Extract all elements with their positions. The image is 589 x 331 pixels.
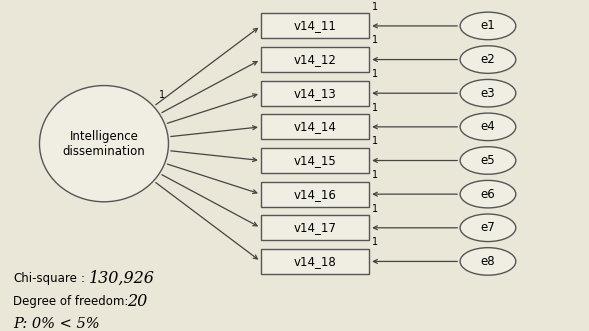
Ellipse shape xyxy=(460,180,516,208)
Ellipse shape xyxy=(460,12,516,40)
Text: Intelligence
dissemination: Intelligence dissemination xyxy=(62,130,145,158)
FancyBboxPatch shape xyxy=(261,182,369,207)
Ellipse shape xyxy=(460,248,516,275)
FancyBboxPatch shape xyxy=(261,148,369,173)
Text: 20: 20 xyxy=(127,293,148,310)
Text: v14_13: v14_13 xyxy=(294,87,336,100)
Text: 1: 1 xyxy=(372,69,378,79)
FancyBboxPatch shape xyxy=(261,81,369,106)
Text: e6: e6 xyxy=(481,188,495,201)
Text: Chi-square: Chi-square xyxy=(13,272,77,285)
FancyBboxPatch shape xyxy=(261,13,369,38)
Text: e7: e7 xyxy=(481,221,495,234)
Text: e3: e3 xyxy=(481,87,495,100)
Text: e5: e5 xyxy=(481,154,495,167)
Text: v14_14: v14_14 xyxy=(293,120,336,133)
Text: v14_16: v14_16 xyxy=(293,188,336,201)
FancyBboxPatch shape xyxy=(261,47,369,72)
Text: 130,926: 130,926 xyxy=(90,270,155,287)
Text: 1: 1 xyxy=(372,103,378,113)
Ellipse shape xyxy=(460,113,516,141)
FancyBboxPatch shape xyxy=(261,249,369,274)
Text: e8: e8 xyxy=(481,255,495,268)
Ellipse shape xyxy=(460,214,516,242)
Text: 1: 1 xyxy=(372,2,378,12)
FancyBboxPatch shape xyxy=(261,114,369,139)
Ellipse shape xyxy=(39,85,168,202)
Text: v14_18: v14_18 xyxy=(294,255,336,268)
Text: v14_12: v14_12 xyxy=(293,53,336,66)
Text: e2: e2 xyxy=(481,53,495,66)
Ellipse shape xyxy=(460,46,516,73)
Text: e1: e1 xyxy=(481,20,495,32)
Text: Degree of freedom:: Degree of freedom: xyxy=(13,295,128,308)
Text: 1: 1 xyxy=(160,90,166,100)
Ellipse shape xyxy=(460,147,516,174)
Text: 1: 1 xyxy=(372,170,378,180)
Ellipse shape xyxy=(460,79,516,107)
FancyBboxPatch shape xyxy=(261,215,369,240)
Text: 1: 1 xyxy=(372,237,378,247)
Text: v14_11: v14_11 xyxy=(293,20,336,32)
Text: :: : xyxy=(81,272,85,285)
Text: 1: 1 xyxy=(372,35,378,45)
Text: P: 0% < 5%: P: 0% < 5% xyxy=(13,317,100,331)
Text: 1: 1 xyxy=(372,136,378,146)
Text: e4: e4 xyxy=(481,120,495,133)
Text: v14_15: v14_15 xyxy=(294,154,336,167)
Text: 1: 1 xyxy=(372,204,378,214)
Text: v14_17: v14_17 xyxy=(293,221,336,234)
